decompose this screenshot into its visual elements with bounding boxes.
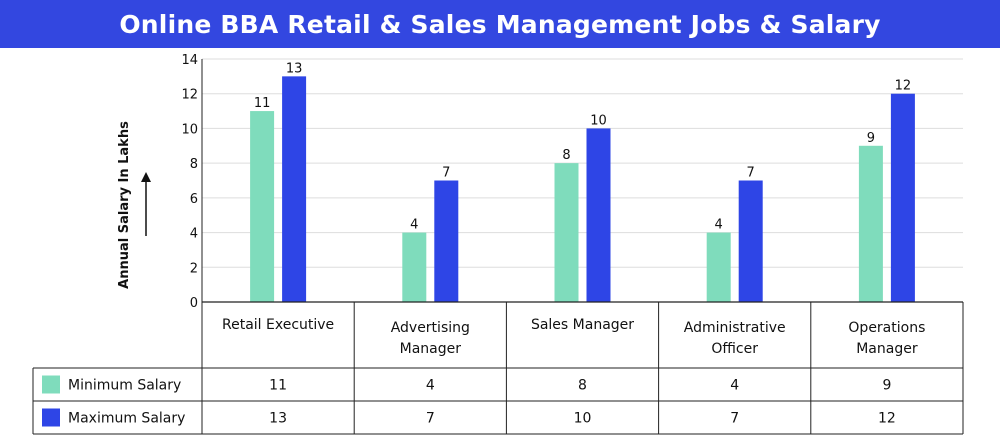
- table-value-cell: 4: [426, 378, 435, 394]
- table-value-cell: 7: [730, 411, 739, 427]
- table-value-cell: 12: [878, 411, 896, 427]
- y-tick-label: 4: [190, 227, 198, 242]
- table-value-cell: 11: [269, 378, 287, 394]
- legend-series-name: Maximum Salary: [68, 411, 185, 427]
- bar-minimum: [858, 145, 883, 302]
- table-value-cell: 13: [269, 411, 287, 427]
- y-tick-label: 14: [181, 53, 198, 68]
- bar-minimum: [402, 232, 427, 302]
- x-category-label: Manager: [856, 341, 918, 357]
- table-value-cell: 7: [426, 411, 435, 427]
- x-category-label: Sales Manager: [531, 317, 634, 333]
- x-category-label: Retail Executive: [222, 317, 334, 333]
- table-value-cell: 10: [574, 411, 592, 427]
- x-category-label: Officer: [711, 341, 758, 357]
- y-axis-title: Annual Salary In Lakhs: [117, 121, 132, 289]
- table-value-cell: 4: [730, 378, 739, 394]
- bar-minimum: [554, 163, 579, 302]
- x-category-label: Operations: [848, 320, 925, 336]
- y-tick-label: 2: [190, 261, 198, 276]
- bar-value-label: 4: [410, 218, 418, 233]
- bar-value-label: 4: [715, 218, 723, 233]
- bar-value-label: 13: [286, 61, 303, 76]
- bar-value-label: 10: [590, 113, 607, 128]
- table-value-cell: 9: [882, 378, 891, 394]
- chart-title: Online BBA Retail & Sales Management Job…: [119, 9, 881, 39]
- bar-minimum: [706, 232, 731, 302]
- legend-swatch-minimum: [42, 375, 60, 394]
- bar-maximum: [434, 180, 459, 302]
- bar-value-label: 8: [562, 148, 570, 163]
- y-tick-label: 12: [181, 88, 198, 103]
- y-axis-arrow-head: [141, 172, 151, 182]
- bar-minimum: [250, 111, 275, 302]
- bar-maximum: [890, 93, 915, 302]
- bar-maximum: [282, 76, 307, 302]
- bar-value-label: 11: [254, 96, 271, 111]
- bar-maximum: [586, 128, 611, 302]
- bar-maximum: [738, 180, 763, 302]
- bar-value-label: 9: [867, 131, 875, 146]
- y-tick-label: 0: [190, 296, 198, 311]
- x-category-label: Manager: [400, 341, 462, 357]
- legend-swatch-maximum: [42, 408, 60, 427]
- y-tick-label: 8: [190, 157, 198, 172]
- legend-series-name: Minimum Salary: [68, 378, 181, 394]
- bar-value-label: 12: [895, 79, 912, 94]
- x-category-label: Advertising: [391, 320, 470, 336]
- y-tick-label: 10: [181, 122, 198, 137]
- y-tick-label: 6: [190, 192, 198, 207]
- title-bar: Online BBA Retail & Sales Management Job…: [0, 0, 1000, 48]
- bar-value-label: 7: [442, 166, 450, 181]
- table-value-cell: 8: [578, 378, 587, 394]
- bar-value-label: 7: [747, 166, 755, 181]
- x-category-label: Administrative: [684, 320, 786, 336]
